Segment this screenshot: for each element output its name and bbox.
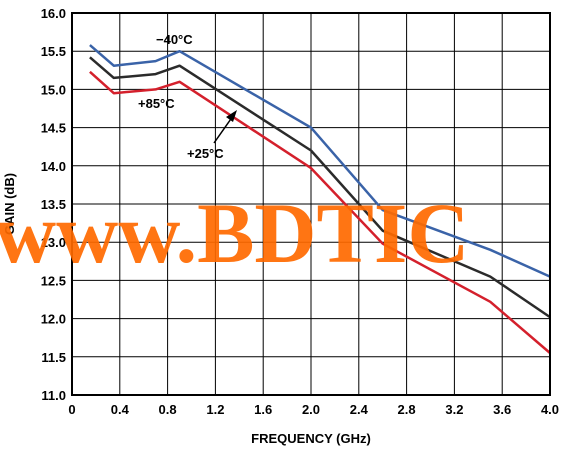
y-tick-label: 14.0: [41, 159, 66, 174]
annotation-plus85c: +85°C: [138, 96, 175, 111]
y-axis-title: GAIN (dB): [2, 173, 17, 235]
y-tick-label: 11.0: [41, 388, 66, 403]
y-tick-label: 13.0: [41, 235, 66, 250]
x-tick-label: 4.0: [541, 402, 559, 417]
x-tick-label: 1.6: [254, 402, 272, 417]
y-tick-label: 16.0: [41, 6, 66, 21]
x-tick-label: 0.4: [111, 402, 130, 417]
annotation-minus40c: −40°C: [156, 32, 193, 47]
x-tick-label: 2.4: [350, 402, 369, 417]
y-tick-label: 13.5: [41, 197, 66, 212]
x-axis-title: FREQUENCY (GHz): [251, 431, 371, 446]
series-line-plus25c: [89, 56, 551, 319]
annotation-plus25c: +25°C: [187, 146, 224, 161]
y-tick-label: 12.5: [41, 273, 66, 288]
x-tick-label: 2.0: [302, 402, 320, 417]
y-tick-label: 12.0: [41, 312, 66, 327]
y-tick-label: 15.0: [41, 82, 66, 97]
tick-labels: 0 0.4 0.8 1.2 1.6 2.0 2.4 2.8 3.2 3.6 4.0 11.0 11.5 1…: [41, 6, 559, 417]
annotation-arrowhead: [226, 110, 237, 122]
plot-frame: [71, 12, 551, 396]
x-tick-label: 0.8: [159, 402, 177, 417]
series-layer: [89, 44, 551, 354]
x-tick-label: 1.2: [206, 402, 224, 417]
y-tick-label: 11.5: [41, 350, 66, 365]
series-line-minus40c: [89, 44, 551, 278]
x-tick-label: 0: [68, 402, 75, 417]
series-line-plus85c: [89, 70, 551, 354]
watermark: www.BDTIC: [0, 185, 469, 281]
y-tick-label: 15.5: [41, 44, 66, 59]
annotation-arrow: [213, 115, 234, 144]
x-tick-label: 3.6: [493, 402, 511, 417]
x-tick-label: 3.2: [445, 402, 463, 417]
x-tick-label: 2.8: [398, 402, 416, 417]
y-tick-label: 14.5: [41, 121, 66, 136]
